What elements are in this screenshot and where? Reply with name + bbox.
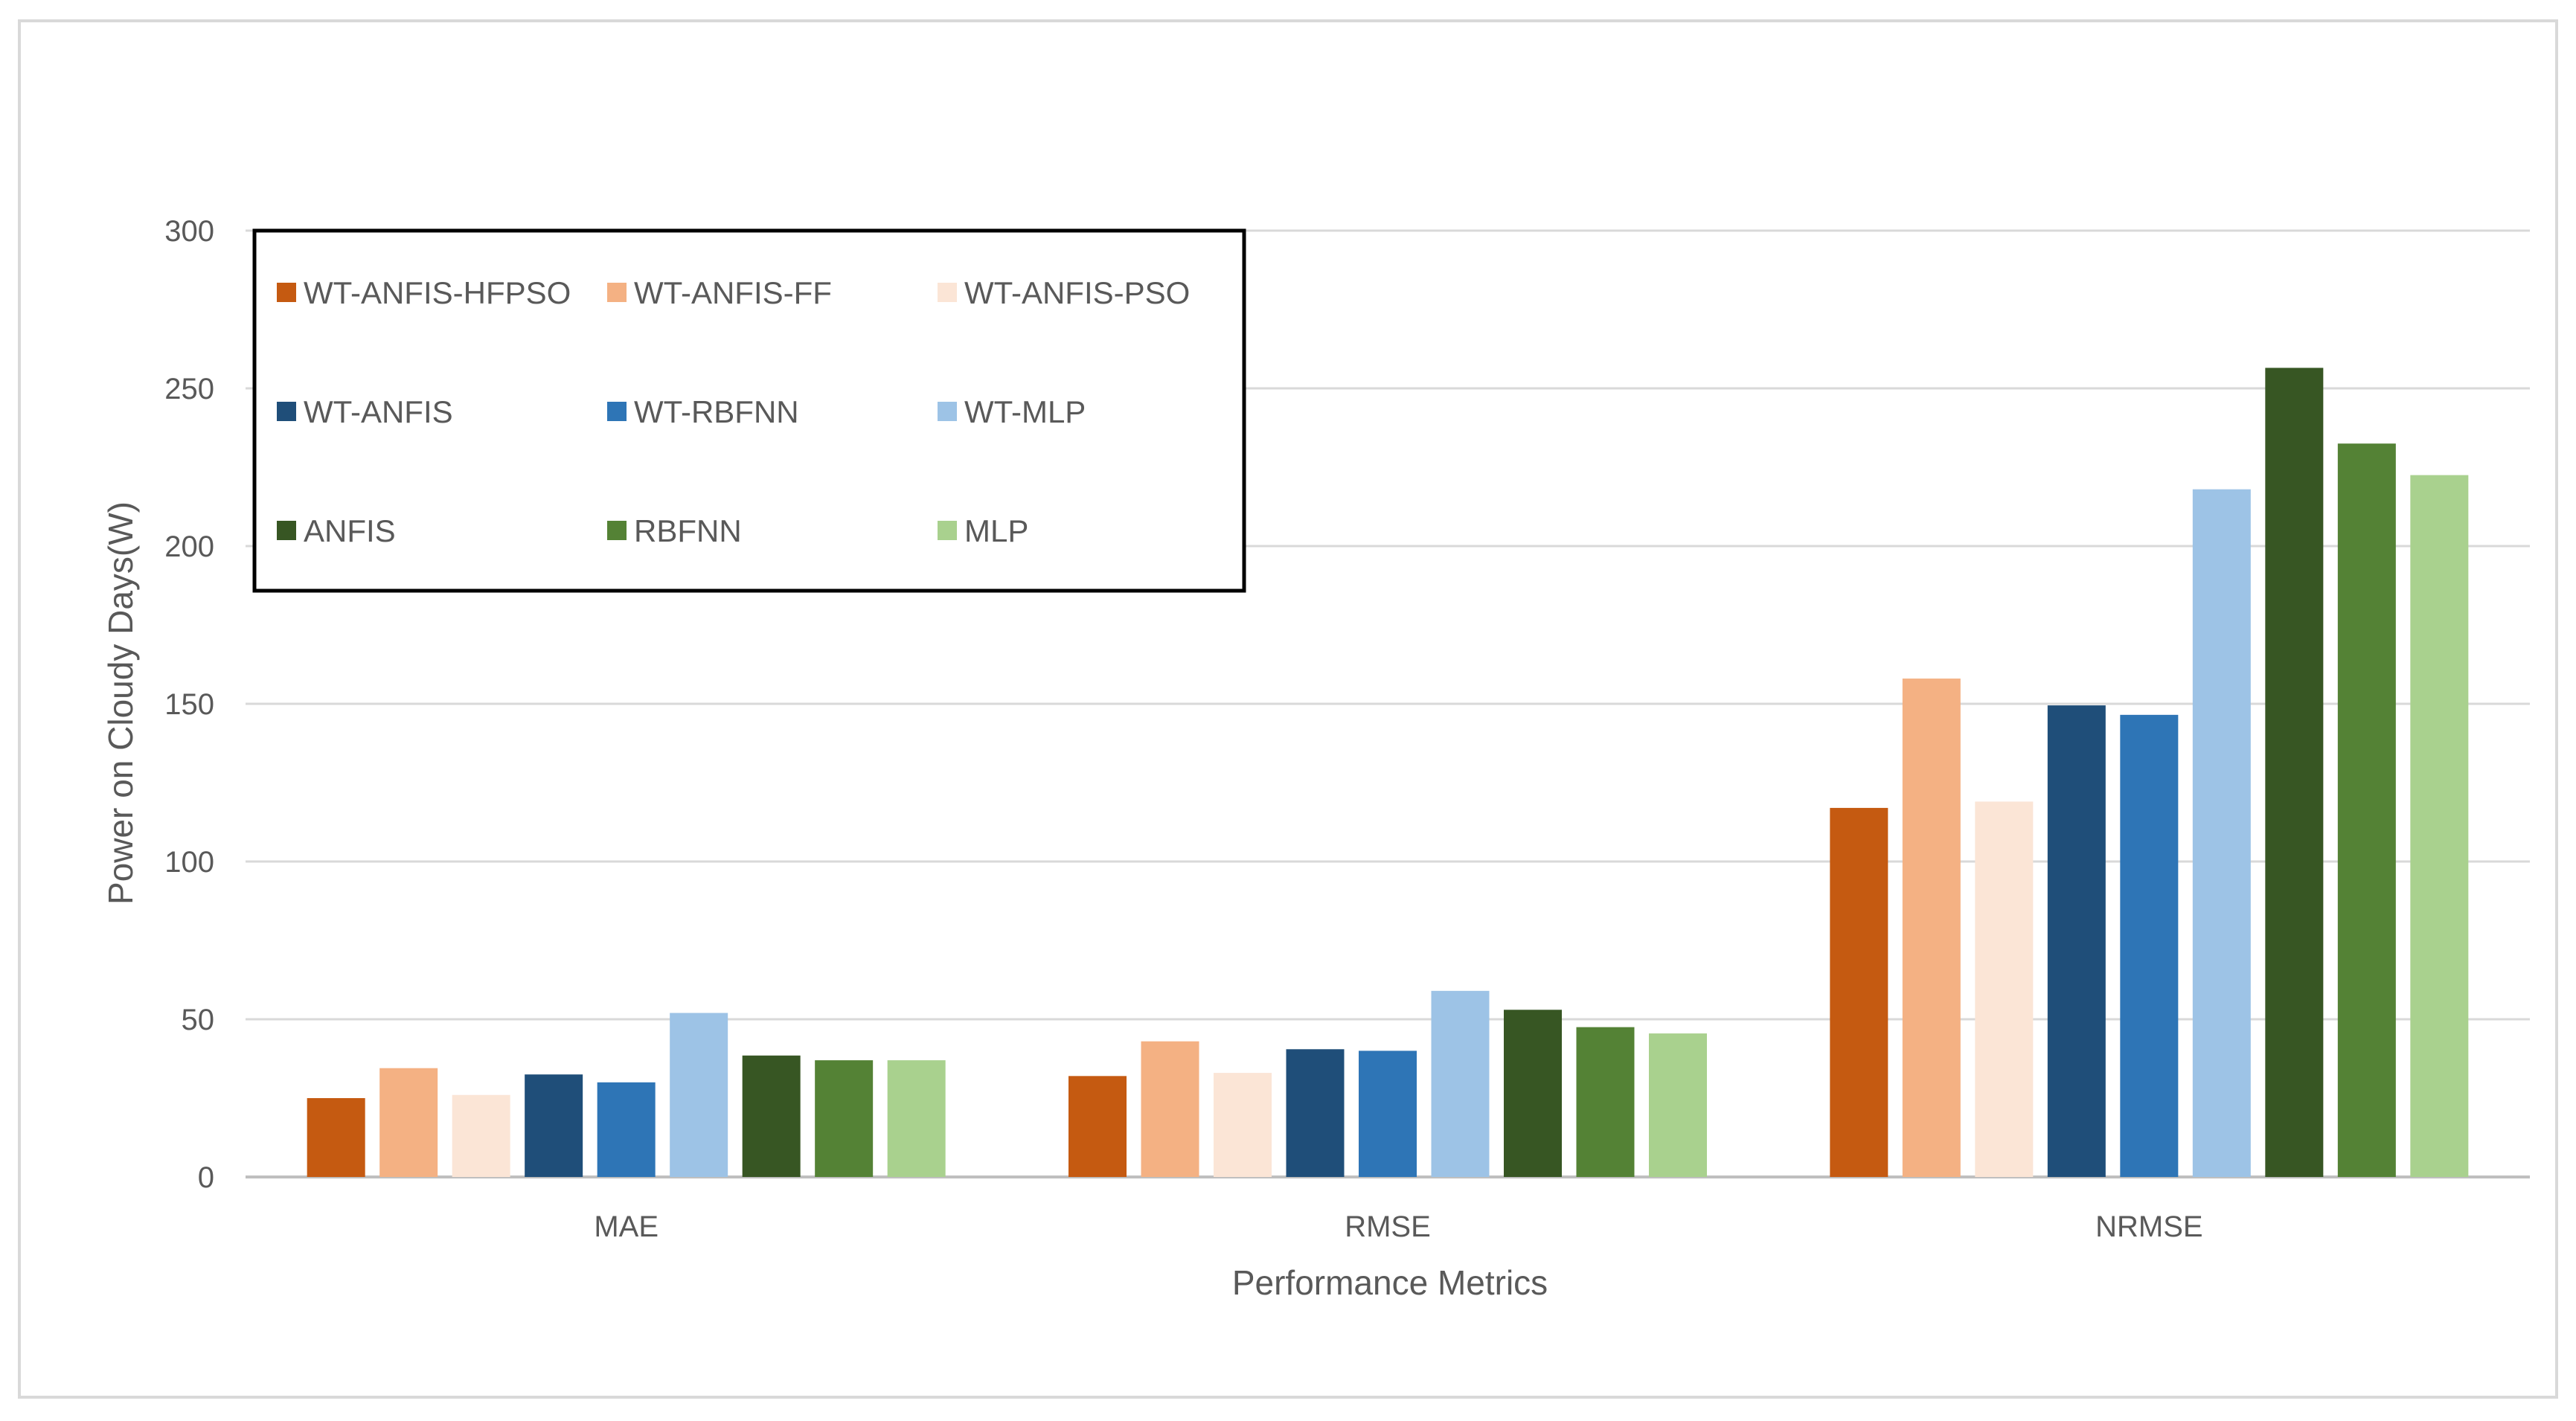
legend-swatch [938, 402, 957, 421]
y-tick-label: 150 [164, 688, 214, 721]
bar-mlp-mae [887, 1060, 946, 1177]
bar-mlp-rmse [1649, 1033, 1707, 1177]
bar-wt-anfis-rmse [1286, 1049, 1345, 1177]
bar-rbfnn-nrmse [2337, 443, 2396, 1177]
bars [307, 368, 2469, 1178]
legend-swatch [277, 402, 296, 421]
legend-label: RBFNN [634, 513, 742, 548]
legend-swatch [607, 283, 627, 302]
legend-label: ANFIS [304, 513, 396, 548]
bar-wt-mlp-mae [670, 1013, 728, 1177]
legend-swatch [938, 283, 957, 302]
legend-label: WT-ANFIS-FF [634, 275, 832, 310]
x-tick-label: NRMSE [2095, 1210, 2202, 1243]
bar-mlp-nrmse [2410, 475, 2469, 1177]
bar-rbfnn-mae [815, 1060, 874, 1177]
bar-wt-anfis-hfpso-rmse [1068, 1076, 1127, 1177]
bar-wt-rbfnn-rmse [1359, 1050, 1417, 1177]
y-tick-label: 300 [164, 215, 214, 248]
y-axis-title: Power on Cloudy Days(W) [101, 501, 140, 905]
legend-swatch [607, 402, 627, 421]
legend-label: WT-MLP [964, 394, 1086, 429]
bar-anfis-nrmse [2265, 368, 2324, 1178]
axes: 0 50 100 150 200 250 300 MAE RMSE NRMSE [164, 215, 2202, 1243]
bar-wt-anfis-ff-mae [379, 1068, 438, 1177]
bar-rbfnn-rmse [1576, 1027, 1635, 1177]
x-axis-title: Performance Metrics [1232, 1263, 1548, 1302]
x-tick-label: RMSE [1345, 1210, 1431, 1243]
bar-wt-anfis-pso-rmse [1214, 1073, 1272, 1177]
bar-wt-anfis-nrmse [2047, 705, 2106, 1177]
legend-swatch [607, 521, 627, 540]
legend-swatch [277, 521, 296, 540]
bar-wt-rbfnn-mae [597, 1082, 656, 1177]
legend-label: WT-ANFIS-PSO [964, 275, 1190, 310]
bar-wt-anfis-hfpso-nrmse [1830, 807, 1888, 1177]
bar-anfis-rmse [1504, 1010, 1562, 1177]
legend-label: WT-ANFIS-HFPSO [304, 275, 571, 310]
bar-wt-anfis-hfpso-mae [307, 1098, 365, 1177]
bar-wt-anfis-ff-rmse [1141, 1041, 1199, 1177]
bar-wt-mlp-rmse [1431, 990, 1490, 1177]
bar-wt-anfis-mae [525, 1074, 583, 1177]
bar-wt-rbfnn-nrmse [2120, 714, 2179, 1177]
bar-wt-anfis-pso-mae [452, 1094, 510, 1177]
legend-label: WT-ANFIS [304, 394, 453, 429]
y-tick-label: 100 [164, 846, 214, 879]
legend-box [252, 228, 1246, 593]
bar-wt-anfis-pso-nrmse [1975, 801, 2034, 1177]
y-tick-label: 200 [164, 530, 214, 563]
bar-anfis-mae [742, 1055, 801, 1177]
legend-swatch [938, 521, 957, 540]
x-tick-label: MAE [594, 1210, 659, 1243]
legend-label: WT-RBFNN [634, 394, 799, 429]
bar-wt-anfis-ff-nrmse [1902, 679, 1961, 1177]
y-tick-label: 0 [198, 1161, 214, 1194]
y-tick-label: 50 [182, 1004, 215, 1036]
legend: WT-ANFIS-HFPSO WT-ANFIS-FF WT-ANFIS-PSO WT-… [252, 228, 1246, 593]
legend-swatch [277, 283, 296, 302]
y-tick-label: 250 [164, 373, 214, 405]
legend-label: MLP [964, 513, 1028, 548]
bar-wt-mlp-nrmse [2192, 489, 2251, 1177]
